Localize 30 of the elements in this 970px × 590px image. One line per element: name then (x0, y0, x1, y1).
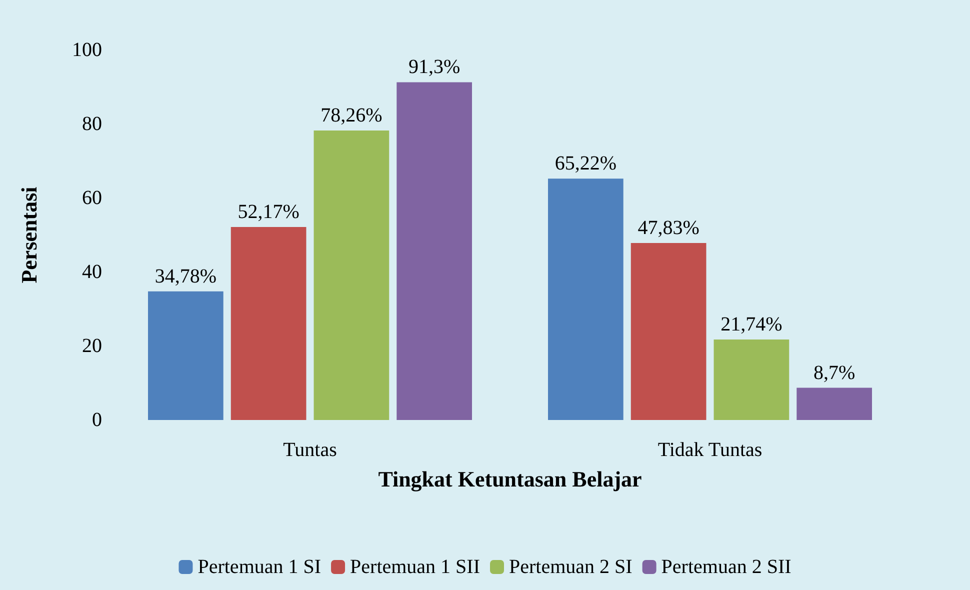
y-tick-label: 0 (92, 409, 102, 431)
legend-label: Pertemuan 2 SI (509, 556, 632, 578)
data-label: 47,83% (638, 217, 700, 240)
data-label: 65,22% (554, 152, 617, 175)
legend-label: Pertemuan 2 SII (661, 556, 792, 578)
y-axis-title: Persentasi (16, 186, 42, 284)
data-label: 91,3% (408, 56, 460, 78)
x-tick-label: Tuntas (283, 439, 338, 461)
bar (230, 226, 306, 420)
y-tick-label: 80 (82, 113, 102, 135)
data-label: 78,26% (320, 104, 382, 126)
bar (796, 388, 872, 420)
data-label: 52,17% (238, 200, 300, 223)
y-tick-label: 60 (82, 187, 102, 209)
data-label: 21,74% (720, 314, 782, 336)
bar (714, 340, 790, 420)
bar (148, 291, 224, 420)
bar (548, 178, 624, 420)
data-label: 8,7% (813, 362, 856, 384)
legend-label: Pertemuan 1 SI (198, 556, 322, 578)
y-tick-label: 100 (72, 39, 102, 61)
bar (396, 82, 472, 420)
x-axis-title: Tingkat Ketuntasan Belajar (378, 466, 642, 492)
y-tick-label: 20 (82, 335, 102, 357)
bar (630, 243, 706, 420)
y-tick-label: 40 (82, 261, 102, 283)
bar (314, 130, 390, 420)
legend-label: Pertemuan 1 SII (350, 556, 480, 578)
x-tick-label: Tidak Tuntas (658, 439, 762, 461)
data-label: 34,78% (154, 265, 217, 288)
